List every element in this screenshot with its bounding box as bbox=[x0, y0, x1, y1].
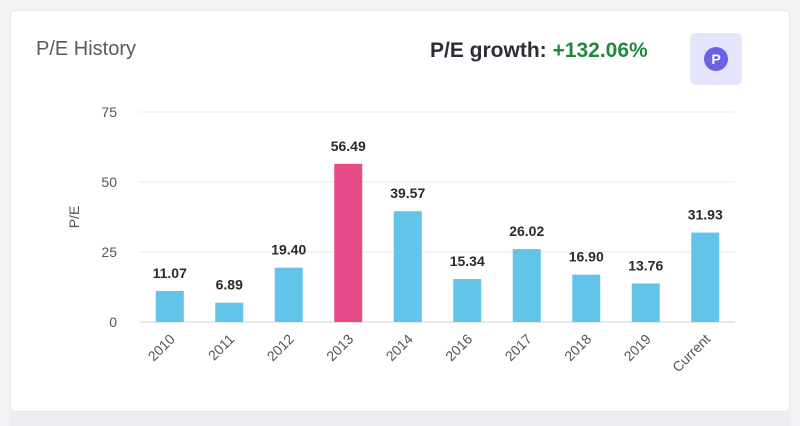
bar-Current bbox=[691, 232, 720, 322]
x-tick-label-2010: 2010 bbox=[145, 331, 178, 364]
bar-2016 bbox=[453, 279, 482, 322]
y-tick-label-50: 50 bbox=[101, 174, 117, 190]
y-tick-label-25: 25 bbox=[101, 244, 117, 260]
y-tick-label-75: 75 bbox=[101, 104, 117, 120]
bar-2011 bbox=[215, 302, 244, 322]
x-tick-label-2012: 2012 bbox=[264, 331, 297, 364]
data-label-2013: 56.49 bbox=[331, 138, 366, 154]
bar-2012 bbox=[274, 267, 303, 322]
x-tick-label-2017: 2017 bbox=[502, 331, 535, 364]
x-tick-label-2018: 2018 bbox=[561, 331, 594, 364]
data-label-2018: 16.90 bbox=[569, 249, 604, 265]
bar-2013 bbox=[334, 163, 363, 322]
bar-2010 bbox=[155, 291, 184, 322]
x-tick-label-2014: 2014 bbox=[383, 331, 416, 364]
x-tick-label-2016: 2016 bbox=[442, 331, 475, 364]
bar-2019 bbox=[631, 283, 660, 322]
chart-title: P/E History bbox=[36, 38, 137, 60]
data-label-2017: 26.02 bbox=[509, 223, 544, 239]
x-tick-label-2013: 2013 bbox=[323, 331, 356, 364]
premium-badge-button[interactable]: P bbox=[690, 33, 742, 85]
bar-2018 bbox=[572, 274, 601, 322]
pe-growth-label: P/E growth: bbox=[430, 39, 547, 62]
pe-growth-value: +132.06% bbox=[552, 39, 648, 62]
data-label-2016: 15.34 bbox=[450, 253, 485, 269]
y-tick-label-0: 0 bbox=[109, 314, 117, 330]
y-axis-label: P/E bbox=[66, 206, 82, 229]
x-tick-label-2011: 2011 bbox=[205, 331, 238, 364]
data-label-2010: 11.07 bbox=[153, 265, 187, 281]
x-tick-label-2019: 2019 bbox=[621, 331, 654, 364]
p-badge-icon: P bbox=[704, 47, 728, 71]
card-bottom-strip bbox=[10, 412, 790, 426]
data-label-Current: 31.93 bbox=[688, 207, 723, 223]
data-label-2012: 19.40 bbox=[271, 242, 306, 258]
x-tick-label-Current: Current bbox=[669, 331, 713, 375]
data-label-2014: 39.57 bbox=[390, 185, 425, 201]
bar-2017 bbox=[512, 249, 541, 322]
data-label-2019: 13.76 bbox=[628, 257, 663, 273]
data-label-2011: 6.89 bbox=[216, 277, 243, 293]
pe-growth-summary: P/E growth: +132.06% bbox=[430, 39, 648, 63]
pe-history-card bbox=[10, 10, 790, 412]
bar-2014 bbox=[393, 211, 422, 322]
